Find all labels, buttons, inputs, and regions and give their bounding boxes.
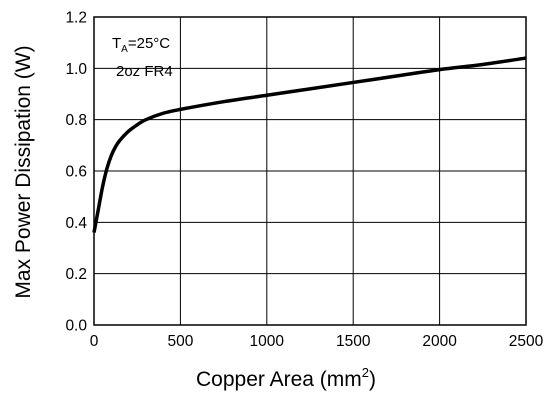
x-tick-label: 2000 [422, 333, 457, 350]
series-layer [94, 58, 526, 233]
x-tick-label: 2500 [509, 333, 544, 350]
x-tick-label: 0 [90, 333, 99, 350]
annotation-line1: TA=25°C [112, 35, 170, 55]
series-line-0 [94, 58, 526, 233]
x-tick-label: 1500 [336, 333, 371, 350]
y-axis-title: Max Power Dissipation (W) [12, 45, 35, 298]
y-tick-label: 0.6 [65, 164, 87, 181]
x-tick-label: 1000 [250, 333, 285, 350]
y-tick-label: 1.0 [65, 61, 87, 78]
y-tick-label: 0.8 [65, 112, 87, 129]
x-axis-title: Copper Area (mm2) [196, 365, 376, 391]
y-tick-label: 1.2 [65, 10, 87, 27]
y-tick-label: 0.0 [65, 318, 87, 335]
x-tick-label: 500 [167, 333, 193, 350]
annotation-line2: 2oz FR4 [116, 63, 173, 80]
y-tick-label: 0.4 [65, 215, 87, 232]
annotation: TA=25°C 2oz FR4 [112, 35, 173, 80]
y-tick-label: 0.2 [65, 266, 87, 283]
tick-labels: 0 500 1000 1500 2000 2500 0.0 0.2 0.4 0.6 0.8 1.0 1.… [65, 10, 543, 351]
